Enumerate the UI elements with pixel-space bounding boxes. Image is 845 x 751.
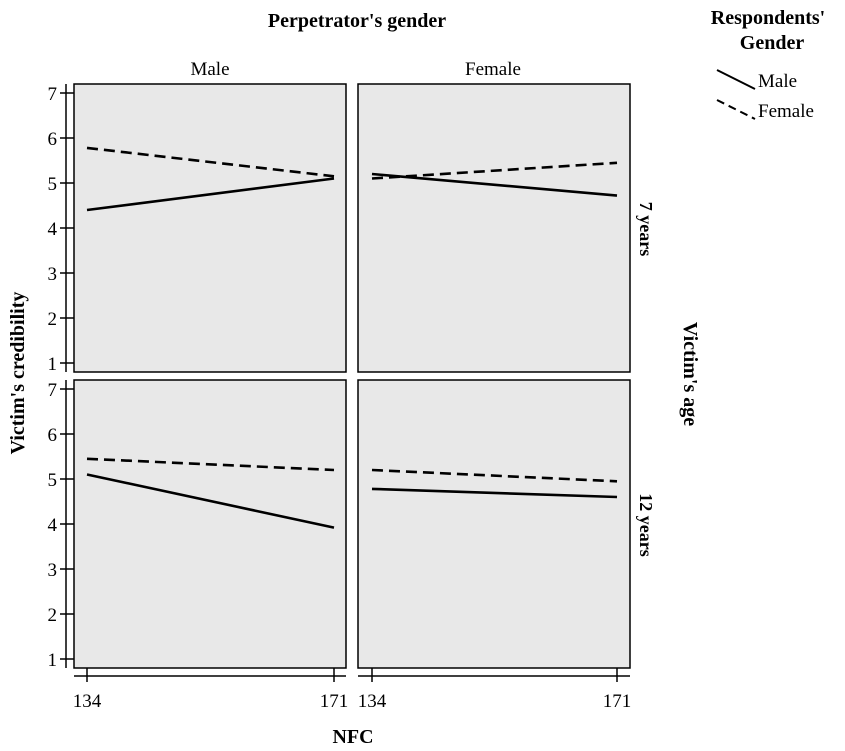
x-tick-label-female-171: 171 <box>603 691 632 712</box>
panel-female-12-years-series-female <box>371 468 618 483</box>
panel-male-12-years-series-female <box>86 457 335 472</box>
y-axes: 1 2 3 4 5 6 7 1 2 3 4 5 6 7 <box>48 84 74 671</box>
legend-swatch-female <box>716 99 756 120</box>
x-axes: 134 171 134 171 <box>73 668 632 712</box>
x-tick-label-male-134: 134 <box>73 691 102 712</box>
row-title: Victim's age <box>679 322 701 426</box>
y-tick-label-12-years-4: 4 <box>48 515 58 536</box>
panel-female-7-years-series-male <box>371 172 618 197</box>
legend-swatch-male <box>716 69 756 90</box>
y-tick-label-7-years-2: 2 <box>48 309 58 330</box>
panel-male-7-years-series-female <box>86 146 335 178</box>
y-axis-title: Victim's credibility <box>7 292 29 455</box>
x-tick-label-female-134: 134 <box>358 691 387 712</box>
legend-title-line1: Respondents' <box>711 7 825 29</box>
y-tick-label-7-years-5: 5 <box>48 174 58 195</box>
y-tick-label-7-years-1: 1 <box>48 354 58 375</box>
panel-female-12-years-series-male <box>371 487 618 499</box>
y-tick-label-12-years-1: 1 <box>48 650 58 671</box>
legend: Respondents' Gender Male Female <box>711 7 825 122</box>
legend-label-female: Female <box>758 101 814 122</box>
panel-male-7-years-series-male <box>86 177 335 212</box>
y-tick-label-7-years-3: 3 <box>48 264 58 285</box>
legend-title-line2: Gender <box>740 32 805 54</box>
panel-female-7-years-series-female <box>371 161 618 180</box>
y-tick-label-12-years-3: 3 <box>48 560 58 581</box>
y-tick-label-7-years-4: 4 <box>48 219 58 240</box>
panel-male-12-years <box>73 379 347 669</box>
panel-male-7-years <box>73 83 347 373</box>
plot-panels <box>73 83 631 669</box>
chart-title: Perpetrator's gender <box>268 10 446 32</box>
column-label-male: Male <box>190 59 229 80</box>
legend-label-male: Male <box>758 71 797 92</box>
panel-male-12-years-series-male <box>86 473 335 529</box>
row-label-7-years: 7 years <box>636 202 656 256</box>
row-label-12-years: 12 years <box>636 493 656 556</box>
y-tick-label-12-years-2: 2 <box>48 605 58 626</box>
y-tick-label-7-years-7: 7 <box>48 84 58 105</box>
x-axis-title: NFC <box>332 726 373 748</box>
y-tick-label-12-years-5: 5 <box>48 470 58 491</box>
panel-female-7-years <box>357 83 631 373</box>
x-tick-label-male-171: 171 <box>320 691 349 712</box>
y-tick-label-7-years-6: 6 <box>48 129 58 150</box>
column-label-female: Female <box>465 59 521 80</box>
y-tick-label-12-years-6: 6 <box>48 425 58 446</box>
y-tick-label-12-years-7: 7 <box>48 380 58 401</box>
panel-female-12-years <box>357 379 631 669</box>
